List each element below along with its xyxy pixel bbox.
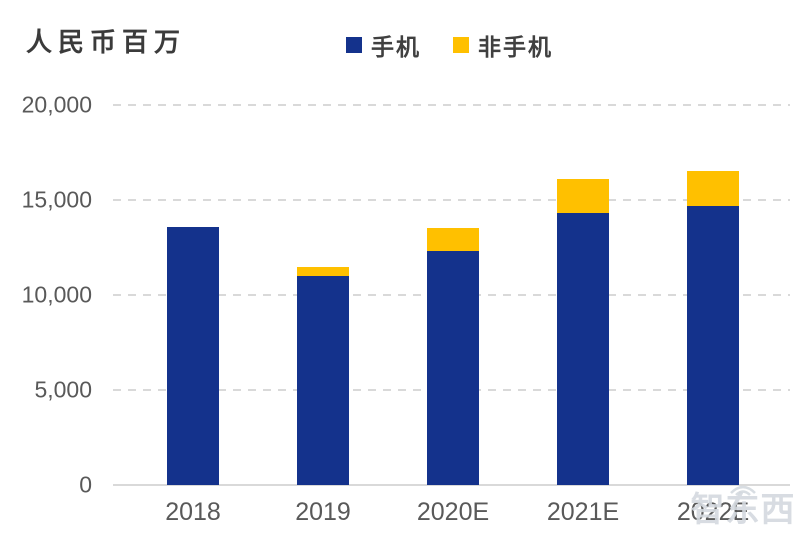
bar-segment-手机-2018: [167, 226, 219, 485]
y-tick-label: 5,000: [34, 376, 92, 403]
legend: 手机 非手机: [346, 28, 553, 62]
bar-segment-非手机-2021E: [557, 179, 609, 214]
y-tick-label: 15,000: [21, 186, 92, 213]
y-tick-label: 0: [79, 471, 92, 498]
x-tick-label: 2022E: [676, 498, 750, 526]
x-tick-label: 2021E: [546, 498, 620, 526]
legend-item: 非手机: [453, 28, 553, 62]
y-tick-label: 20,000: [21, 91, 92, 118]
gridline: [113, 199, 790, 201]
bar-segment-手机-2020E: [427, 251, 479, 485]
y-axis: 0 5,000 10,000 15,000 20,000: [0, 92, 92, 498]
gridline: [113, 104, 790, 106]
unit-label: 人民币百万: [26, 28, 187, 58]
bar-segment-手机-2019: [297, 276, 349, 485]
legend-label: 手机: [371, 34, 421, 61]
bar-segment-非手机-2020E: [427, 227, 479, 252]
y-tick-label: 10,000: [21, 281, 92, 308]
bar-segment-非手机-2022E: [687, 170, 739, 206]
plot-area: [113, 104, 790, 486]
legend-label: 非手机: [478, 34, 553, 61]
x-tick-label: 2020E: [416, 498, 490, 526]
legend-swatch: [453, 37, 469, 53]
x-axis-line: [113, 484, 790, 486]
legend-swatch: [346, 37, 362, 53]
x-tick-label: 2019: [295, 498, 351, 526]
bar-segment-手机-2021E: [557, 213, 609, 485]
legend-item: 手机: [346, 28, 421, 62]
x-axis: 2018 2019 2020E 2021E 2022E: [113, 498, 790, 538]
x-tick-label: 2018: [165, 498, 221, 526]
bar-segment-非手机-2019: [297, 266, 349, 276]
bar-segment-手机-2022E: [687, 205, 739, 485]
